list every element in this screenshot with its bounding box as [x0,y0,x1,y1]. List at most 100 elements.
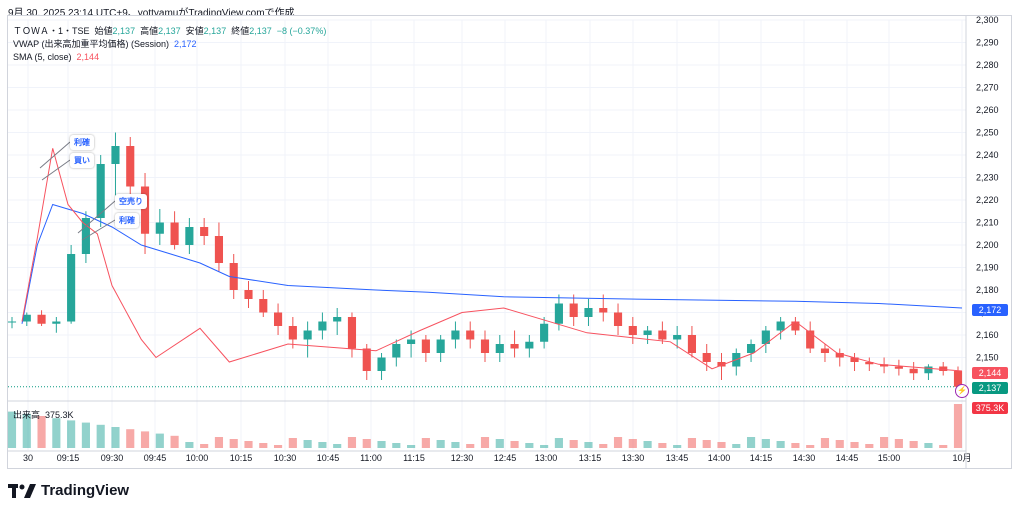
volume-bar [333,444,342,448]
x-tick-label: 14:00 [708,453,731,463]
legend-open-label: 始値 [94,26,113,36]
annotation-buy[interactable]: 買い [70,153,94,168]
legend-sma[interactable]: SMA (5, close) 2,144 [13,52,99,63]
volume-bar [894,439,903,448]
candle-body [67,254,76,322]
volume-bar [953,404,963,448]
volume-bar [407,445,416,448]
volume-bar [599,444,608,448]
tradingview-logo-icon [8,483,36,498]
volume-bar [52,418,61,448]
volume-bar [392,443,401,448]
volume-bar [569,440,578,448]
volume-bar [155,433,164,448]
volume-bar [377,441,386,448]
legend-close-label: 終値 [231,26,250,36]
candle-body [924,366,933,374]
volume-bar [214,437,224,448]
candle-body [333,317,342,322]
candle-body [7,321,17,323]
candle-body [96,164,105,218]
volume-bar [451,442,460,448]
y-tick-label: 2,300 [976,15,999,25]
volume-bar [924,443,933,448]
x-tick-label: 12:45 [494,453,517,463]
y-tick-label: 2,180 [976,285,999,295]
candle-body [865,362,874,365]
sma-price-tag: 2,144 [972,367,1008,379]
candle-body [288,326,297,340]
candle-body [273,312,283,326]
candle-body [673,335,682,340]
volume-bar [880,437,889,448]
candle-body [126,146,135,187]
volume-bar [362,439,371,448]
volume-tag: 375.3K [972,402,1008,414]
x-tick-label: 09:15 [57,453,80,463]
candle-body [510,344,519,349]
y-tick-label: 2,160 [976,330,999,340]
y-tick-label: 2,220 [976,195,999,205]
candle-body [155,222,164,234]
candle-body [613,312,623,326]
candle-body [480,339,490,353]
volume-bar [303,440,312,448]
volume-bar [480,437,490,448]
volume-bar [466,444,475,448]
legend-high-label: 高値 [140,26,159,36]
volume-bar [732,444,741,448]
candle-body [820,348,830,353]
annotation-take-profit-1[interactable]: 利確 [70,135,94,150]
volume-value: 375.3K [45,410,74,420]
volume-bar [22,413,31,448]
tradingview-logo[interactable]: TradingView [8,482,129,499]
candle-body [52,321,61,324]
volume-bar [273,445,283,448]
annotation-short-sell[interactable]: 空売り [115,194,147,209]
y-tick-label: 2,290 [976,38,999,48]
x-tick-label: 11:15 [403,453,425,463]
annotation-take-profit-2[interactable]: 利確 [115,213,139,228]
x-tick-label: 10:30 [274,453,297,463]
candle-body [953,371,963,387]
chart-caption: 9月 30, 2025 23:14 UTC+9、yottyamuがTrading… [8,8,295,19]
candle-body [643,330,652,335]
candle-body [392,344,401,358]
legend-vwap-label: VWAP (出来高加重平均価格) (Session) [13,39,170,49]
volume-bar [495,439,504,448]
volume-bar [702,440,711,448]
candle-body [421,339,430,353]
annotation-connector [77,200,116,234]
volume-bar [37,416,46,448]
candle-body [702,353,711,362]
volume-bar [67,420,76,448]
candle-body [628,326,637,335]
y-tick-label: 2,210 [976,218,999,228]
volume-bar [806,445,815,448]
legend-symbol[interactable]: ＴＯＷＡ・1・TSE [13,26,90,36]
volume-bar [244,441,253,448]
legend-vwap[interactable]: VWAP (出来高加重平均価格) (Session) 2,172 [13,39,197,50]
candle-body [347,317,357,349]
volume-bar [540,445,549,448]
candle-body [909,368,918,374]
volume-bar [835,440,844,448]
volume-bar [510,441,519,448]
volume-label: 出来高 [13,410,41,420]
x-tick-label: 14:45 [836,453,859,463]
volume-bar [140,431,150,448]
candle-body [939,366,948,371]
volume-bar [81,422,90,448]
y-tick-label: 2,240 [976,150,999,160]
volume-bar [259,443,268,448]
candle-body [791,321,800,331]
candle-body [318,321,327,331]
x-tick-label: 13:15 [579,453,602,463]
brand-name: TradingView [41,482,130,499]
volume-bar [436,440,445,448]
alert-bolt-icon[interactable]: ⚡ [955,384,969,398]
volume-bar [865,444,874,448]
candle-body [717,362,726,367]
x-tick-label: 12:30 [451,453,474,463]
